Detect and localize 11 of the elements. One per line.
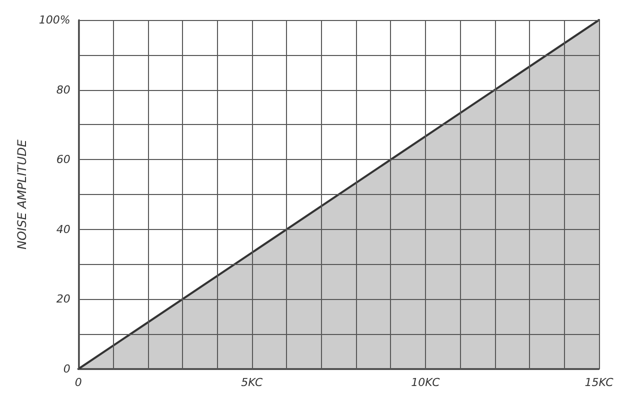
y-tick-label: 40 xyxy=(56,222,70,236)
y-tick-label: 60 xyxy=(56,153,70,166)
x-tick-label: 5KC xyxy=(241,376,264,389)
y-tick-label: 0 xyxy=(63,362,70,376)
y-axis-title: NOISE AMPLITUDE xyxy=(15,139,29,250)
y-tick-label: 80 xyxy=(56,83,70,96)
x-tick-label: 15KC xyxy=(584,376,614,389)
y-tick-label: 20 xyxy=(56,292,70,306)
x-tick-label: 0 xyxy=(74,376,82,389)
y-tick-label: 100% xyxy=(38,14,70,26)
x-tick-label: 10KC xyxy=(411,376,440,389)
